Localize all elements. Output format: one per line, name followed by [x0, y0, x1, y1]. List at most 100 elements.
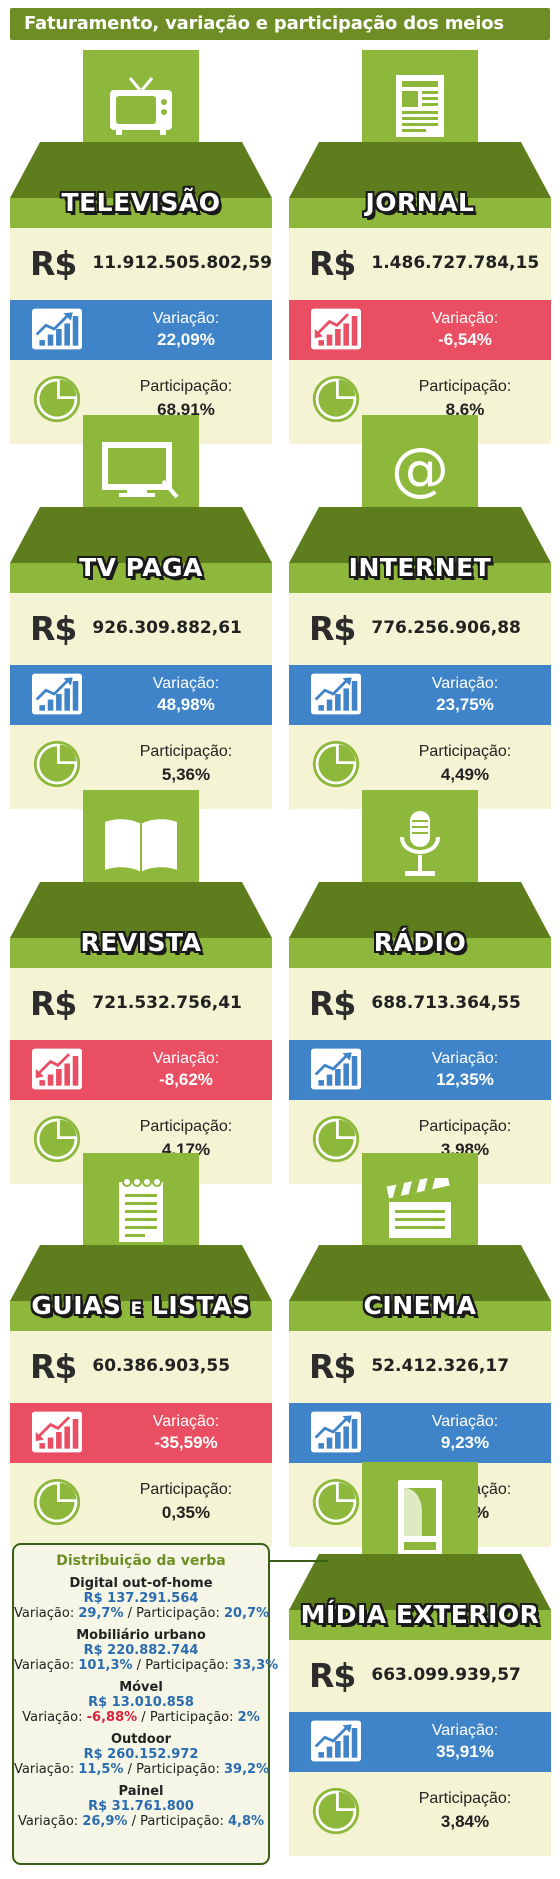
card-body: R$ 1.486.727.784,15 Variação: -6,54% Par…	[289, 228, 551, 444]
participation-row: Participação: 4,49%	[289, 727, 551, 807]
participation-label: Participação:	[136, 1762, 220, 1777]
participation-value: 3,84%	[440, 1812, 490, 1831]
variation-label: Variação:	[152, 1050, 220, 1067]
participation-value: 33,3%	[233, 1658, 279, 1673]
variation-row: Variação: -35,59%	[10, 1403, 272, 1463]
variation-row: Variação: -6,54%	[289, 300, 551, 360]
media-title: TV PAGA	[79, 553, 203, 582]
clapperboard-icon	[386, 1178, 451, 1238]
item-stats: Variação: 26,9% / Participação: 4,8%	[14, 1814, 268, 1829]
media-title: INTERNET	[348, 553, 492, 582]
card-body: R$ 776.256.906,88 Variação: 23,75% Parti…	[289, 593, 551, 809]
revenue-row: R$ 721.532.756,41	[10, 968, 272, 1038]
currency-symbol: R$	[309, 608, 356, 648]
variation-row: Variação: 48,98%	[10, 665, 272, 725]
card-body: R$ 663.099.939,57 Variação: 35,91% Parti…	[289, 1640, 551, 1856]
revenue-value: 926.309.882,61	[92, 618, 242, 638]
svg-text:@: @	[391, 439, 449, 503]
variation-value: -35,59%	[154, 1433, 218, 1452]
participation-row: Participação: 0,35%	[10, 1465, 272, 1545]
item-name: Mobiliário urbano	[76, 1628, 206, 1643]
variation-label: Variação:	[14, 1606, 75, 1621]
variation-label: Variação:	[152, 1413, 220, 1430]
distribution-item: Digital out-of-home R$ 137.291.564 Varia…	[14, 1576, 270, 1621]
item-amount: R$ 137.291.564	[83, 1591, 199, 1606]
revenue-row: R$ 663.099.939,57	[289, 1640, 551, 1710]
media-title: JORNAL	[365, 188, 475, 217]
participation-label: Participação:	[139, 743, 233, 760]
chart-up-icon	[32, 673, 82, 715]
distribution-item: Móvel R$ 13.010.858 Variação: -6,88% / P…	[14, 1680, 268, 1725]
media-title: GUIAS E LISTAS	[10, 1291, 272, 1320]
variation-label: Variação:	[152, 675, 220, 692]
distribution-title: Distribuição da verba	[56, 1553, 226, 1569]
media-card-jornal: JORNAL R$ 1.486.727.784,15 Variação: -6,…	[289, 50, 551, 454]
at-sign-icon: @	[391, 439, 449, 503]
participation-label: Participação:	[139, 378, 233, 395]
chart-up-icon	[311, 673, 361, 715]
item-name: Painel	[118, 1784, 164, 1799]
variation-value: 101,3%	[78, 1658, 133, 1673]
separator: /	[141, 1710, 146, 1725]
participation-row: Participação: 3,84%	[289, 1774, 551, 1854]
participation-value: 8,6%	[445, 400, 485, 419]
pie-chart-icon	[311, 1786, 361, 1836]
participation-value: 4,49%	[440, 765, 490, 784]
variation-row: Variação: -8,62%	[10, 1040, 272, 1100]
separator: /	[127, 1606, 133, 1621]
media-title: CINEMA	[363, 1291, 477, 1320]
distribution-box: Distribuição da verba Digital out-of-hom…	[12, 1543, 278, 1865]
monitor-icon	[102, 442, 179, 499]
participation-value: 20,7%	[224, 1606, 270, 1621]
variation-value: -8,62%	[159, 1070, 213, 1089]
item-stats: Variação: 29,7% / Participação: 20,7%	[14, 1606, 270, 1621]
item-stats: Variação: 11,5% / Participação: 39,2%	[14, 1762, 269, 1777]
billboard-icon	[398, 1480, 442, 1556]
participation-value: 68,91%	[157, 400, 215, 419]
revenue-value: 776.256.906,88	[371, 618, 521, 638]
participation-value: 5,36%	[161, 765, 211, 784]
tv-icon	[110, 77, 172, 135]
variation-value: 22,09%	[157, 330, 215, 349]
media-card-radio: RÁDIO R$ 688.713.364,55 Variação: 12,35%…	[289, 790, 551, 1194]
currency-symbol: R$	[30, 608, 77, 648]
media-card-internet: @ INTERNET R$ 776.256.906,88 Variação: 2…	[289, 415, 551, 819]
media-card-guias-e-listas: GUIAS E LISTAS R$ 60.386.903,55 Variação…	[10, 1153, 272, 1557]
item-name: Digital out-of-home	[69, 1576, 213, 1591]
variation-label: Variação:	[17, 1814, 79, 1829]
media-card-televisao: TELEVISÃO R$ 11.912.505.802,59 Variação:…	[10, 50, 272, 454]
variation-row: Variação: 35,91%	[289, 1712, 551, 1772]
revenue-value: 52.412.326,17	[371, 1356, 510, 1376]
variation-row: Variação: 9,23%	[289, 1403, 551, 1463]
participation-row: Participação: 68,91%	[10, 362, 272, 442]
revenue-row: R$ 1.486.727.784,15	[289, 228, 551, 298]
media-card-midia-exterior: MÍDIA EXTERIOR R$ 663.099.939,57 Variaçã…	[289, 1462, 551, 1866]
media-card-revista: REVISTA R$ 721.532.756,41 Variação: -8,6…	[10, 790, 272, 1194]
variation-value: 29,7%	[78, 1606, 124, 1621]
media-title: RÁDIO	[373, 928, 467, 957]
connector-line	[270, 1560, 328, 1562]
variation-row: Variação: 22,09%	[10, 300, 272, 360]
participation-label: Participação:	[418, 1790, 512, 1807]
card-body: R$ 60.386.903,55 Variação: -35,59% Parti…	[10, 1331, 272, 1547]
notepad-icon	[119, 1177, 163, 1242]
variation-value: -6,88%	[86, 1710, 138, 1725]
item-name: Móvel	[119, 1680, 163, 1695]
card-body: R$ 11.912.505.802,59 Variação: 22,09% Pa…	[10, 228, 272, 444]
chart-down-icon	[32, 1411, 82, 1453]
participation-label: Participação:	[418, 378, 512, 395]
separator: /	[131, 1814, 136, 1829]
participation-label: Participação:	[139, 1481, 233, 1498]
variation-label: Variação:	[22, 1710, 83, 1725]
media-card-tv-paga: TV PAGA R$ 926.309.882,61 Variação: 48,9…	[10, 415, 272, 819]
variation-value: 48,98%	[157, 695, 215, 714]
variation-label: Variação:	[14, 1762, 75, 1777]
participation-value: 0,35%	[161, 1503, 211, 1522]
variation-value: 26,9%	[82, 1814, 128, 1829]
variation-value: 23,75%	[436, 695, 494, 714]
currency-symbol: R$	[309, 983, 356, 1023]
variation-label: Variação:	[14, 1658, 75, 1673]
variation-value: 11,5%	[78, 1762, 124, 1777]
card-body: R$ 926.309.882,61 Variação: 48,98% Parti…	[10, 593, 272, 809]
variation-value: -6,54%	[438, 330, 492, 349]
